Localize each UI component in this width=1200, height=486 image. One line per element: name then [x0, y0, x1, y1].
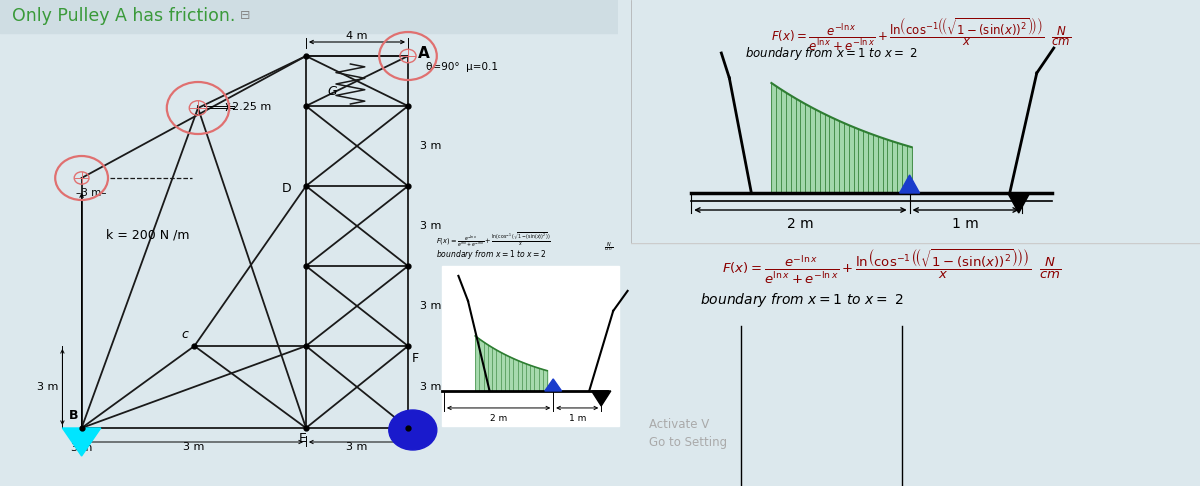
- Text: 3 m: 3 m: [347, 442, 367, 452]
- Text: Only Pulley A has friction.: Only Pulley A has friction.: [12, 7, 235, 25]
- Polygon shape: [1008, 193, 1030, 213]
- Polygon shape: [592, 391, 611, 406]
- Text: B: B: [68, 409, 78, 422]
- Text: $F(x)=\frac{e^{-\ln x}}{e^{\ln x}+e^{-\ln x}}+\frac{\ln(\cos^{-1}(\sqrt{1-(\sin(: $F(x)=\frac{e^{-\ln x}}{e^{\ln x}+e^{-\l…: [436, 231, 551, 249]
- Text: F: F: [412, 352, 419, 365]
- Text: $\mathit{boundary\ from}\ x = 1\ \mathit{to}\ x =\ 2$: $\mathit{boundary\ from}\ x = 1\ \mathit…: [700, 291, 904, 309]
- Text: 2 m: 2 m: [787, 217, 814, 231]
- Polygon shape: [900, 175, 919, 193]
- Text: $\frac{N}{cm}$: $\frac{N}{cm}$: [604, 241, 613, 254]
- Text: k = 200 N /m: k = 200 N /m: [106, 228, 190, 241]
- Text: 3 m: 3 m: [37, 382, 59, 392]
- Text: D: D: [282, 181, 292, 194]
- Polygon shape: [545, 379, 562, 391]
- Text: Activate V
Go to Setting: Activate V Go to Setting: [649, 418, 727, 449]
- Text: 3 m: 3 m: [184, 442, 204, 452]
- Bar: [442, 266, 619, 426]
- Circle shape: [389, 410, 437, 450]
- Text: A: A: [418, 47, 430, 62]
- Text: 3 m: 3 m: [420, 301, 442, 311]
- Text: E: E: [299, 432, 306, 445]
- Bar: [0, 0, 696, 33]
- Text: 3 m: 3 m: [71, 443, 92, 453]
- Text: 1 m: 1 m: [953, 217, 979, 231]
- Text: 3 m: 3 m: [420, 141, 442, 151]
- Text: 2 m: 2 m: [490, 414, 508, 423]
- Text: θ=90°  μ=0.1: θ=90° μ=0.1: [426, 62, 498, 72]
- Text: –3 m–: –3 m–: [76, 188, 106, 198]
- Text: ⊟: ⊟: [240, 10, 251, 22]
- Text: 3 m: 3 m: [420, 382, 442, 392]
- Text: $F(x) = \dfrac{e^{-\ln x}}{e^{\ln x}+e^{-\ln x}} + \dfrac{\ln\!\left(\cos^{-1}\!: $F(x) = \dfrac{e^{-\ln x}}{e^{\ln x}+e^{…: [772, 15, 1072, 52]
- Text: $\mathit{boundary\ from}\ x = 1\ \mathit{to}\ x =\ 2$: $\mathit{boundary\ from}\ x = 1\ \mathit…: [745, 45, 918, 62]
- Polygon shape: [62, 428, 101, 456]
- Text: 2.25 m: 2.25 m: [233, 102, 271, 112]
- Text: 3 m: 3 m: [420, 221, 442, 231]
- Text: G: G: [328, 85, 337, 98]
- Text: $F(x) = \dfrac{e^{-\ln x}}{e^{\ln x}+e^{-\ln x}} + \dfrac{\ln\!\left(\cos^{-1}\!: $F(x) = \dfrac{e^{-\ln x}}{e^{\ln x}+e^{…: [721, 248, 1062, 286]
- Text: $\mathit{boundary\ from}\ x=1\ \mathit{to}\ x=2$: $\mathit{boundary\ from}\ x=1\ \mathit{t…: [436, 248, 546, 261]
- Text: 4 m: 4 m: [347, 31, 367, 41]
- Text: 1 m: 1 m: [569, 414, 586, 423]
- Text: c: c: [181, 328, 188, 341]
